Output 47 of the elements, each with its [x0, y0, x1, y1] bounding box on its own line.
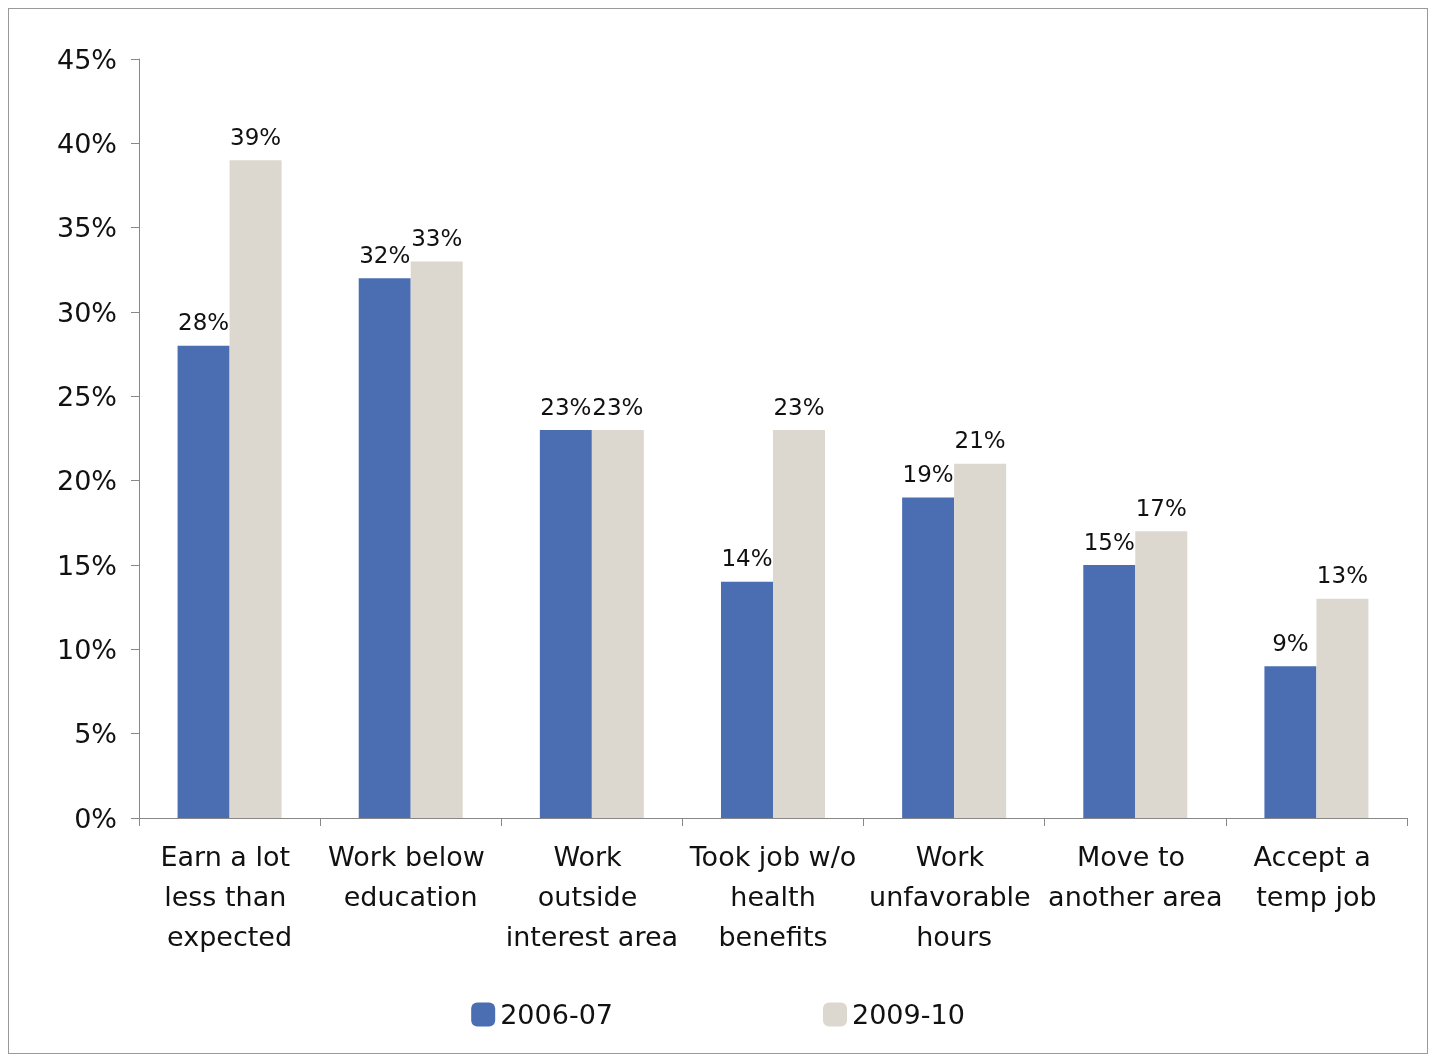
y-tick-label: 20%	[56, 465, 117, 497]
data-label: 32%	[359, 241, 411, 268]
legend-label: 2006-07	[500, 999, 613, 1030]
data-label: 14%	[721, 545, 773, 572]
bar	[539, 430, 592, 818]
y-tick-label: 30%	[56, 296, 117, 328]
bar	[721, 581, 773, 818]
bar	[177, 345, 230, 818]
data-label: 15%	[1083, 528, 1135, 555]
data-label: 17%	[1135, 494, 1187, 521]
bar	[902, 497, 955, 818]
data-label: 13%	[1316, 562, 1368, 589]
data-label: 39%	[230, 123, 282, 150]
bar	[1264, 666, 1317, 818]
data-label: 23%	[592, 393, 644, 420]
x-tick-label: Work outside interest area	[505, 840, 679, 952]
y-tick-label: 40%	[56, 127, 117, 159]
data-label: 23%	[773, 393, 825, 420]
data-label: 9%	[1272, 629, 1309, 656]
y-tick-label: 5%	[74, 718, 117, 750]
y-tick-label: 45%	[56, 43, 117, 75]
bar	[358, 278, 411, 818]
x-tick-label: Earn a lot less than expected	[160, 840, 299, 952]
bar	[1135, 531, 1188, 818]
bar	[954, 463, 1007, 818]
x-tick-label: Took job w/o health benefits	[688, 840, 857, 952]
data-label: 23%	[540, 393, 592, 420]
y-tick-label: 35%	[56, 212, 117, 244]
y-tick-label: 15%	[56, 549, 117, 581]
bar	[773, 430, 825, 818]
y-tick-label: 10%	[56, 633, 117, 665]
data-label: 33%	[411, 224, 463, 251]
bar	[229, 160, 282, 818]
x-tick-label: Accept a temp job	[1253, 840, 1380, 912]
x-tick-label: Work unfavorable hours	[869, 840, 1040, 952]
x-tick-label: Work below education	[328, 840, 494, 912]
bar	[1316, 598, 1369, 818]
bar	[410, 261, 463, 818]
data-label: 28%	[178, 309, 230, 336]
legend-label: 2009-10	[852, 999, 965, 1030]
bar	[1083, 565, 1136, 818]
x-tick-label: Move to another area	[1048, 840, 1223, 912]
bar	[591, 430, 644, 818]
y-tick-label: 25%	[56, 380, 117, 412]
data-label: 19%	[902, 461, 954, 488]
data-label: 21%	[954, 427, 1006, 454]
y-tick-label: 0%	[74, 802, 117, 834]
